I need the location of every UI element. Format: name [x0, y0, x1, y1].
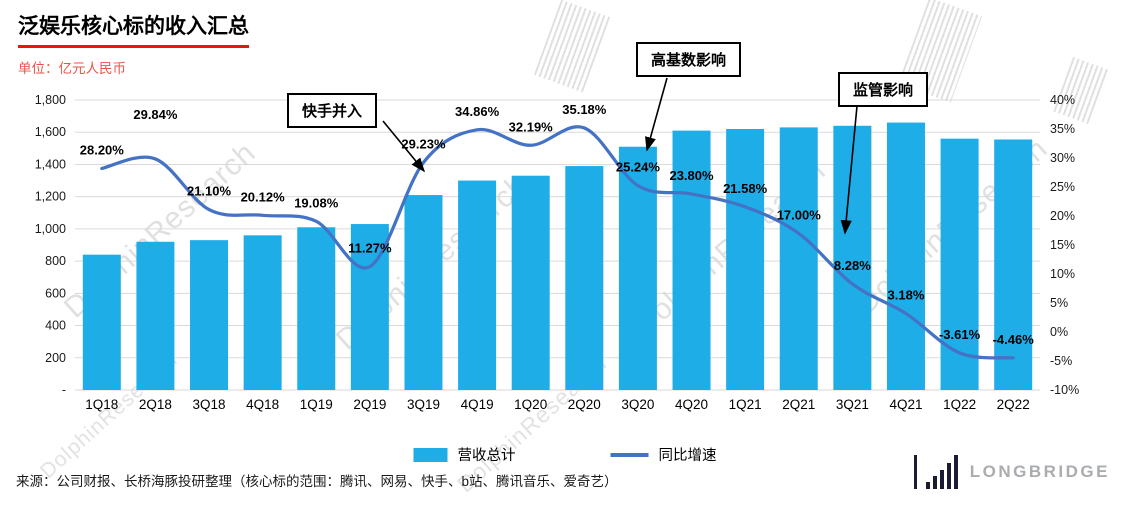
- svg-text:1Q20: 1Q20: [514, 397, 547, 412]
- svg-text:3Q18: 3Q18: [193, 397, 226, 412]
- bar: [672, 130, 711, 390]
- svg-text:40%: 40%: [1050, 93, 1075, 107]
- svg-text:4Q21: 4Q21: [889, 397, 922, 412]
- x-axis-labels: 1Q18 2Q18 3Q18 4Q18 1Q19 2Q19 3Q19 4Q19 1Q20 2Q20…: [85, 397, 1029, 412]
- legend-label-revenue: 营收总计: [457, 448, 516, 464]
- bar: [886, 122, 925, 391]
- svg-text:21.10%: 21.10%: [187, 184, 232, 199]
- annotation-arrows: [382, 77, 858, 235]
- legend-label-growth: 同比增速: [658, 448, 717, 464]
- chart-title: 泛娱乐核心标的收入汇总: [18, 10, 249, 48]
- svg-text:3.18%: 3.18%: [888, 288, 925, 303]
- svg-text:1,800: 1,800: [35, 93, 66, 107]
- svg-text:29.23%: 29.23%: [401, 136, 446, 151]
- svg-text:2Q19: 2Q19: [353, 397, 386, 412]
- svg-text:1Q22: 1Q22: [943, 397, 976, 412]
- svg-text:29.84%: 29.84%: [133, 107, 178, 122]
- svg-text:-3.61%: -3.61%: [939, 327, 981, 342]
- svg-text:3Q21: 3Q21: [836, 397, 869, 412]
- svg-text:4Q19: 4Q19: [461, 397, 494, 412]
- svg-text:-: -: [62, 383, 66, 397]
- source-note: 来源：公司财报、长桥海豚投研整理（核心标的范围：腾讯、网易、快手、b站、腾讯音乐…: [16, 474, 618, 489]
- bar: [297, 227, 336, 390]
- legend-bar-swatch: [413, 447, 448, 462]
- longbridge-wordmark: LONGBRIDGE: [969, 462, 1110, 481]
- svg-text:4Q20: 4Q20: [675, 397, 708, 412]
- bar: [243, 235, 282, 390]
- svg-text:25%: 25%: [1050, 180, 1075, 194]
- longbridge-bars-icon: [913, 455, 958, 489]
- y-axis-right: -10% -5% 0% 5% 10% 15% 20% 25% 30% 35% 40%: [1050, 93, 1079, 397]
- bar: [779, 127, 818, 390]
- annotation-high-base-effect: 高基数影响: [636, 42, 742, 77]
- svg-text:20%: 20%: [1050, 209, 1075, 223]
- growth-line: [100, 125, 1015, 360]
- svg-text:15%: 15%: [1050, 238, 1075, 252]
- svg-text:21.58%: 21.58%: [723, 181, 768, 196]
- annotation-regulation-impact: 监管影响: [838, 72, 929, 107]
- svg-text:35%: 35%: [1050, 122, 1075, 136]
- svg-text:3Q20: 3Q20: [621, 397, 654, 412]
- svg-text:-5%: -5%: [1050, 354, 1072, 368]
- bar: [82, 254, 121, 390]
- growth-data-labels: 28.20% 29.84% 21.10% 20.12% 19.08% 11.27% 29.2…: [80, 102, 1034, 347]
- bar: [618, 146, 657, 390]
- svg-text:30%: 30%: [1050, 151, 1075, 165]
- svg-text:800: 800: [45, 254, 66, 268]
- svg-text:1,400: 1,400: [35, 157, 66, 171]
- bar: [994, 139, 1033, 390]
- svg-text:20.12%: 20.12%: [241, 189, 286, 204]
- svg-text:1,000: 1,000: [35, 222, 66, 236]
- svg-text:1,600: 1,600: [35, 125, 66, 139]
- longbridge-logo: LONGBRIDGE: [913, 455, 1110, 489]
- chart-legend: 营收总计 同比增速: [413, 444, 717, 465]
- bar: [565, 166, 604, 390]
- svg-text:34.86%: 34.86%: [455, 104, 500, 119]
- svg-text:19.08%: 19.08%: [294, 195, 339, 210]
- svg-text:8.28%: 8.28%: [834, 258, 871, 273]
- bar: [136, 241, 175, 390]
- legend-line-swatch: [610, 452, 649, 457]
- y-axis-left: - 200 400 600 800 1,000 1,200 1,400 1,600 1,800: [35, 93, 66, 397]
- bar: [726, 129, 765, 390]
- svg-text:-4.46%: -4.46%: [993, 332, 1035, 347]
- svg-text:2Q21: 2Q21: [782, 397, 815, 412]
- svg-text:23.80%: 23.80%: [669, 168, 714, 183]
- bar: [511, 175, 550, 390]
- svg-text:2Q18: 2Q18: [139, 397, 172, 412]
- svg-text:10%: 10%: [1050, 267, 1075, 281]
- bar: [940, 138, 979, 390]
- svg-text:1,200: 1,200: [35, 190, 66, 204]
- svg-text:400: 400: [45, 319, 66, 333]
- bar: [190, 240, 229, 390]
- svg-text:0%: 0%: [1050, 325, 1068, 339]
- svg-text:25.24%: 25.24%: [616, 160, 661, 175]
- bar: [458, 180, 497, 390]
- svg-text:28.20%: 28.20%: [80, 142, 125, 157]
- unit-label: 单位：亿元人民币: [18, 61, 126, 76]
- svg-text:-10%: -10%: [1050, 383, 1079, 397]
- svg-text:3Q19: 3Q19: [407, 397, 440, 412]
- legend-item-growth: 同比增速: [610, 444, 717, 465]
- svg-text:600: 600: [45, 286, 66, 300]
- bar: [404, 195, 443, 390]
- svg-text:11.27%: 11.27%: [348, 241, 392, 256]
- bar: [833, 125, 872, 391]
- svg-text:1Q19: 1Q19: [300, 397, 333, 412]
- svg-text:17.00%: 17.00%: [777, 207, 822, 222]
- svg-text:2Q20: 2Q20: [568, 397, 601, 412]
- svg-text:5%: 5%: [1050, 296, 1068, 310]
- svg-text:200: 200: [45, 351, 66, 365]
- legend-item-revenue: 营收总计: [413, 444, 516, 465]
- svg-text:35.18%: 35.18%: [562, 102, 607, 117]
- annotation-kuaishou-merger: 快手并入: [287, 93, 378, 128]
- svg-text:4Q18: 4Q18: [246, 397, 279, 412]
- revenue-bars: [82, 122, 1033, 391]
- svg-text:32.19%: 32.19%: [509, 119, 554, 134]
- svg-text:1Q21: 1Q21: [729, 397, 762, 412]
- svg-text:2Q22: 2Q22: [997, 397, 1030, 412]
- svg-text:1Q18: 1Q18: [85, 397, 118, 412]
